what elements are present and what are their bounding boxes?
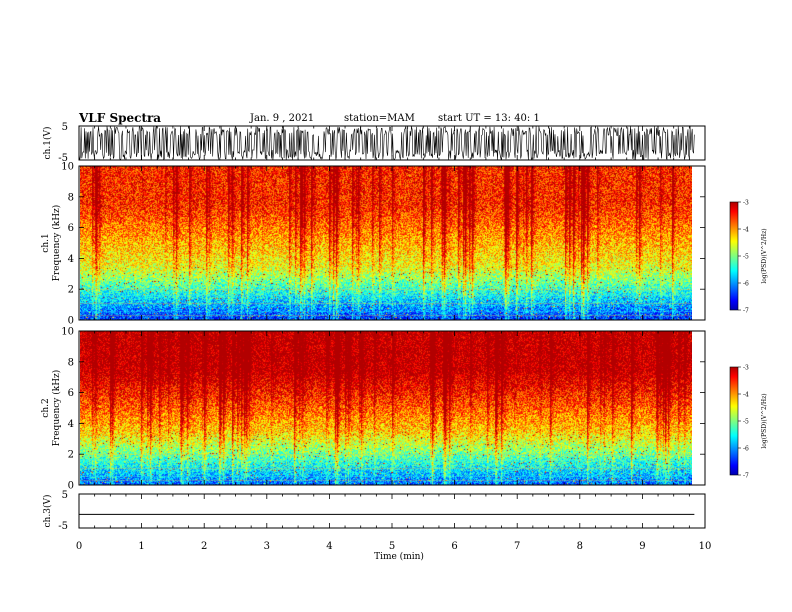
date-label: Jan. 9 , 2021 — [250, 113, 315, 124]
xtick-label: 5 — [389, 541, 395, 552]
ch2-spectrogram-heatmap — [80, 331, 692, 485]
ch1-colorbar-tick-label: -5 — [743, 254, 749, 261]
xtick-label: 7 — [514, 541, 520, 552]
ch2-colorbar-tick-label: -6 — [743, 446, 749, 453]
ch2-spectrogram-ytick-label: 6 — [68, 388, 74, 399]
ch2-spectrogram-ytick-label: 8 — [68, 357, 74, 368]
ch1-spectrogram-ytick-label: 6 — [68, 223, 74, 234]
ch1-colorbar-frame — [729, 201, 739, 311]
x-axis-label: Time (min) — [374, 551, 424, 562]
ch2-spectrogram-ytick-label: 0 — [68, 481, 74, 492]
ch2-colorbar-tick-label: -4 — [743, 392, 749, 399]
ch1-spectrogram-ylabel-channel: ch.1 — [41, 233, 51, 252]
ch2-colorbar-tick-label: -7 — [743, 473, 749, 480]
ch1-spectrogram-ytick-label: 10 — [61, 162, 74, 173]
xtick-label: 4 — [326, 541, 332, 552]
ch2-spectrogram-frame — [78, 330, 706, 486]
xtick-label: 9 — [639, 541, 645, 552]
ch1-spectrogram-ylabel: Frequency (kHz) — [51, 205, 62, 282]
xtick-label: 3 — [264, 541, 270, 552]
ch1-spectrogram-ytick-label: 2 — [68, 285, 74, 296]
ch3-waveform-ytick-label: -5 — [58, 521, 68, 532]
ch1-colorbar — [730, 202, 738, 310]
chart-title: VLF Spectra — [79, 111, 162, 125]
ch3-waveform-ylabel: ch.3(V) — [42, 495, 53, 528]
ch1-colorbar-tick-label: -4 — [743, 227, 749, 234]
ch1-spectrogram-ytick-label: 8 — [68, 192, 74, 203]
ch1-spectrogram-ytick-label: 4 — [68, 254, 74, 265]
ch2-colorbar-label: log(PSD)(V^2/Hz) — [761, 393, 768, 448]
ch2-colorbar — [730, 367, 738, 475]
ch1-spectrogram-heatmap — [80, 166, 692, 320]
ch2-spectrogram-ylabel: Frequency (kHz) — [51, 370, 62, 447]
ch2-spectrogram-ytick-label: 4 — [68, 419, 74, 430]
ch3-waveform-frame — [78, 493, 706, 529]
xtick-label: 0 — [76, 541, 82, 552]
xtick-label: 1 — [138, 541, 144, 552]
ch2-spectrogram-ytick-label: 10 — [61, 327, 74, 338]
ch1-spectrogram-frame — [78, 165, 706, 321]
ch2-colorbar-tick-label: -5 — [743, 419, 749, 426]
xtick-label: 2 — [201, 541, 207, 552]
ch1-waveform-line — [78, 125, 695, 161]
ch3-waveform-ytick-label: 5 — [62, 490, 68, 501]
ch1-waveform-ytick-label: -5 — [58, 153, 68, 164]
ch1-waveform-ytick-label: 5 — [62, 122, 68, 133]
xtick-label: 10 — [699, 541, 712, 552]
station-label: station=MAM — [344, 113, 415, 124]
ch2-spectrogram-ytick-label: 2 — [68, 450, 74, 461]
start-time-label: start UT = 13: 40: 1 — [438, 113, 540, 124]
ch1-waveform-ylabel: ch.1(V) — [42, 127, 53, 160]
xtick-label: 6 — [451, 541, 457, 552]
ch1-colorbar-tick-label: -7 — [743, 308, 749, 315]
ch2-colorbar-frame — [729, 366, 739, 476]
ch1-spectrogram-ytick-label: 0 — [68, 316, 74, 327]
ch1-colorbar-label: log(PSD)(V^2/Hz) — [761, 228, 768, 283]
ch1-colorbar-tick-label: -6 — [743, 281, 749, 288]
ch2-colorbar-tick-label: -3 — [743, 365, 749, 372]
ch1-colorbar-tick-label: -3 — [743, 200, 749, 207]
ch2-spectrogram-ylabel-channel: ch.2 — [41, 398, 51, 417]
xtick-label: 8 — [577, 541, 583, 552]
